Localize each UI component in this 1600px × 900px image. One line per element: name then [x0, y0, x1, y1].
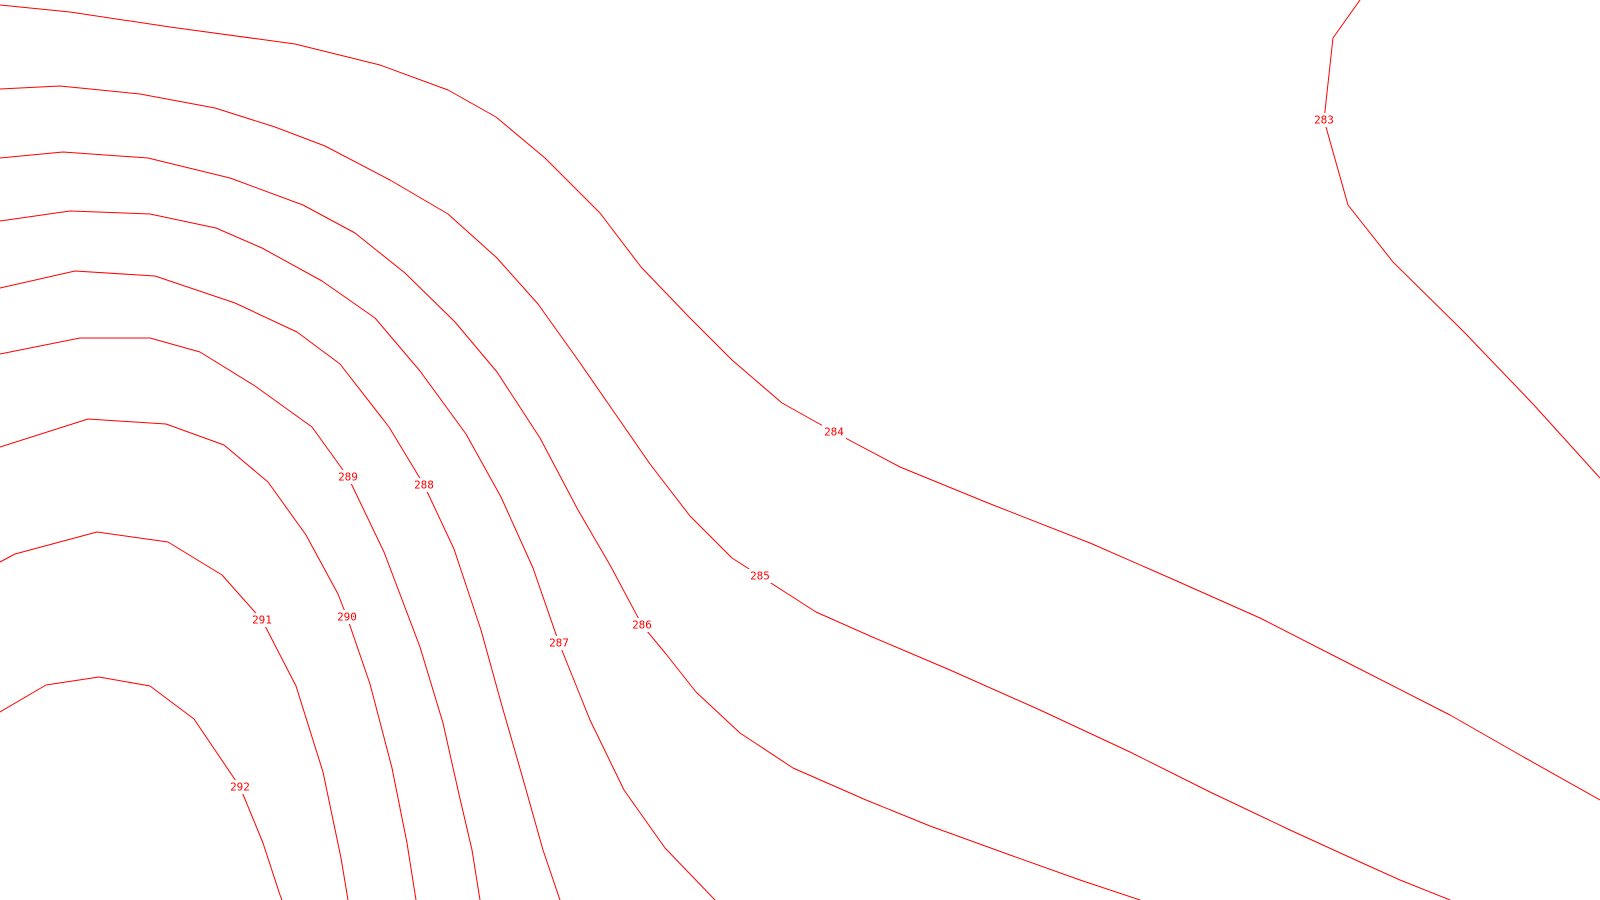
contour-label-halo-286 [630, 618, 654, 632]
contour-label-290: 290 [337, 611, 357, 624]
contour-label-292: 292 [230, 781, 250, 794]
contour-line-288 [0, 270, 561, 900]
contour-line-291 [0, 531, 349, 900]
contour-label-halo-288 [412, 478, 436, 492]
contour-label-halo-290 [335, 610, 359, 624]
contour-line-289 [0, 337, 481, 900]
contour-line-283 [1323, 0, 1600, 479]
contour-line-292 [0, 676, 283, 900]
contour-label-283: 283 [1314, 114, 1334, 127]
contour-label-halo-287 [547, 636, 571, 650]
contour-line-284 [0, 4, 1600, 801]
contour-label-halo-285 [748, 569, 772, 583]
contour-line-290 [0, 418, 417, 900]
contour-label-halo-289 [336, 470, 360, 484]
contour-label-halo-292 [228, 780, 252, 794]
contour-line-285 [0, 85, 1451, 900]
contour-label-285: 285 [750, 570, 770, 583]
contour-line-287 [0, 210, 716, 900]
contour-label-288: 288 [414, 479, 434, 492]
contour-label-287: 287 [549, 637, 569, 650]
contour-label-291: 291 [252, 614, 272, 627]
contour-label-halo-284 [822, 425, 846, 439]
contour-label-halo-291 [250, 613, 274, 627]
contour-labels: 283 284 285 286 287 288 289 290 291 292 [228, 113, 1336, 794]
contour-line-286 [0, 151, 1141, 900]
contour-label-289: 289 [338, 471, 358, 484]
contour-label-284: 284 [824, 426, 844, 439]
contour-label-halo-283 [1312, 113, 1336, 127]
contour-label-286: 286 [632, 619, 652, 632]
